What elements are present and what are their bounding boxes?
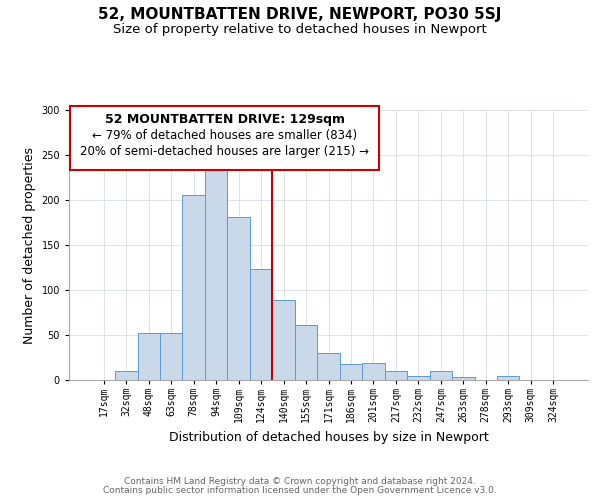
Text: Contains HM Land Registry data © Crown copyright and database right 2024.: Contains HM Land Registry data © Crown c…	[124, 477, 476, 486]
Bar	[385, 371, 407, 380]
Text: 52, MOUNTBATTEN DRIVE, NEWPORT, PO30 5SJ: 52, MOUNTBATTEN DRIVE, NEWPORT, PO30 5SJ	[98, 8, 502, 22]
Bar	[182, 194, 205, 380]
Text: 52 MOUNTBATTEN DRIVE: 129sqm: 52 MOUNTBATTEN DRIVE: 129sqm	[104, 114, 344, 126]
Text: ← 79% of detached houses are smaller (834): ← 79% of detached houses are smaller (83…	[92, 130, 357, 142]
Text: Contains public sector information licensed under the Open Government Licence v3: Contains public sector information licen…	[103, 486, 497, 495]
Bar	[227, 217, 250, 380]
Bar	[317, 353, 340, 380]
Y-axis label: Number of detached properties: Number of detached properties	[23, 146, 36, 344]
Bar	[115, 371, 137, 380]
Text: Size of property relative to detached houses in Newport: Size of property relative to detached ho…	[113, 22, 487, 36]
X-axis label: Distribution of detached houses by size in Newport: Distribution of detached houses by size …	[169, 430, 488, 444]
Bar	[250, 270, 272, 380]
Bar	[160, 333, 182, 380]
Bar	[407, 376, 430, 380]
Bar	[430, 371, 452, 380]
Bar	[137, 333, 160, 380]
Bar	[340, 364, 362, 380]
Bar	[272, 300, 295, 380]
Bar	[295, 325, 317, 380]
Text: 20% of semi-detached houses are larger (215) →: 20% of semi-detached houses are larger (…	[80, 146, 369, 158]
Bar	[452, 378, 475, 380]
Bar	[497, 376, 520, 380]
Bar	[362, 363, 385, 380]
Bar	[205, 166, 227, 380]
